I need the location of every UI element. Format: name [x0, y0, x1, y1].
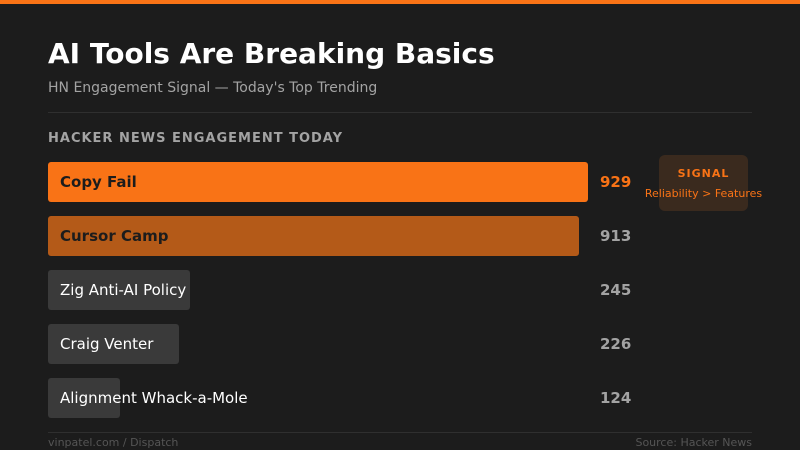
bar-value-label: 124 — [600, 389, 632, 407]
bar-label: Craig Venter — [60, 335, 154, 353]
chart-section-label: HACKER NEWS ENGAGEMENT TODAY — [48, 131, 344, 146]
bar-value-label: 245 — [600, 281, 632, 299]
footer-source: Source: Hacker News — [635, 436, 752, 449]
bar — [48, 324, 179, 364]
bar-value-label: 929 — [600, 173, 632, 191]
page-subtitle: HN Engagement Signal — Today's Top Trend… — [48, 80, 378, 96]
signal-card-title: SIGNAL — [677, 167, 730, 180]
bar-value-label: 913 — [600, 227, 632, 245]
bar-label: Copy Fail — [60, 173, 137, 191]
top-accent-bar — [0, 0, 800, 4]
bar — [48, 270, 190, 310]
header-divider — [48, 112, 752, 113]
signal-card-text: Reliability > Features — [644, 187, 763, 200]
footer-credit: vinpatel.com / Dispatch — [48, 436, 179, 449]
page-title: AI Tools Are Breaking Basics — [48, 37, 495, 70]
bar-label: Alignment Whack-a-Mole — [60, 389, 248, 407]
bar-label: Zig Anti-AI Policy — [60, 281, 187, 299]
bar-value-label: 226 — [600, 335, 632, 353]
bar — [48, 162, 588, 202]
bar-label: Cursor Camp — [60, 227, 169, 245]
signal-card — [659, 155, 748, 211]
bar — [48, 378, 120, 418]
bar — [48, 216, 579, 256]
footer-divider — [48, 432, 752, 433]
